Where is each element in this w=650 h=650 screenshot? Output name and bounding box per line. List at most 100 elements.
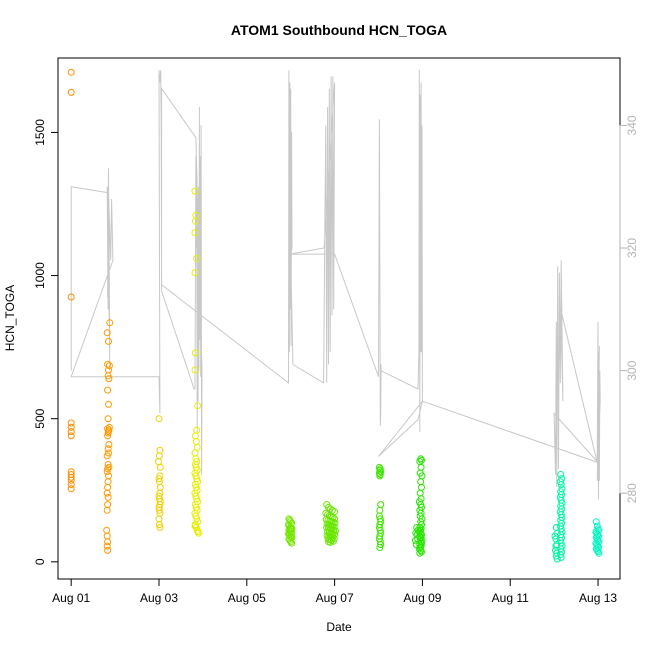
data-point xyxy=(105,463,113,471)
series-aug-04 xyxy=(191,187,202,537)
data-point xyxy=(103,452,111,460)
data-point xyxy=(104,386,112,394)
data-point xyxy=(193,443,201,451)
data-point xyxy=(376,544,384,551)
data-point xyxy=(411,536,419,544)
data-point xyxy=(104,483,112,491)
data-point xyxy=(194,402,202,410)
data-point xyxy=(104,546,112,554)
data-point xyxy=(67,423,75,431)
series-aug-06 xyxy=(285,515,296,547)
data-point xyxy=(67,428,75,436)
data-point xyxy=(376,506,384,514)
data-point xyxy=(156,524,164,531)
data-point xyxy=(67,432,75,440)
right-tick-label: 320 xyxy=(625,238,639,258)
data-point xyxy=(326,538,334,546)
data-point xyxy=(155,515,163,523)
data-point xyxy=(418,483,425,491)
y-axis-label: HCN_TOGA xyxy=(3,285,17,351)
data-point xyxy=(595,549,603,557)
data-point xyxy=(417,478,425,486)
data-point xyxy=(418,548,425,556)
data-point xyxy=(557,481,565,488)
data-point xyxy=(193,254,201,262)
data-point xyxy=(191,187,199,195)
data-point xyxy=(103,468,111,476)
data-point xyxy=(155,475,163,483)
data-point xyxy=(104,445,112,453)
y-tick-label: 1500 xyxy=(33,119,47,146)
x-tick-label: Aug 01 xyxy=(52,591,90,605)
y-axis: 0 500 1000 1500 xyxy=(33,119,59,565)
y-tick-label: 500 xyxy=(33,408,47,428)
x-tick-label: Aug 03 xyxy=(140,591,178,605)
data-point xyxy=(376,472,384,480)
data-point xyxy=(191,229,199,237)
data-point xyxy=(104,478,112,486)
series-aug-09 xyxy=(411,455,426,557)
data-point xyxy=(104,415,112,423)
series-aug-13 xyxy=(592,518,603,557)
data-point xyxy=(103,489,111,497)
right-axis-series xyxy=(70,70,601,500)
data-point xyxy=(191,366,199,374)
series-aug-08 xyxy=(375,463,385,551)
data-point xyxy=(155,415,163,423)
data-point xyxy=(155,452,163,460)
data-point xyxy=(156,483,164,491)
data-point xyxy=(594,548,602,556)
data-point xyxy=(414,526,422,534)
data-point xyxy=(67,68,75,76)
x-tick-label: Aug 07 xyxy=(316,591,354,605)
data-point xyxy=(191,349,199,357)
data-point xyxy=(103,526,111,534)
y-tick-label: 1000 xyxy=(33,262,47,289)
data-point xyxy=(412,541,420,549)
data-point xyxy=(105,337,112,345)
data-point xyxy=(104,465,112,473)
data-point xyxy=(103,542,111,550)
data-point xyxy=(191,217,199,225)
data-point xyxy=(156,446,164,454)
data-point xyxy=(417,463,425,471)
data-point xyxy=(104,493,112,501)
data-point xyxy=(67,88,75,96)
right-tick-label: 340 xyxy=(625,115,639,135)
data-point xyxy=(67,481,75,488)
data-point xyxy=(552,552,560,560)
data-point xyxy=(156,463,164,471)
data-point xyxy=(191,449,199,457)
x-axis: Aug 01 Aug 03 Aug 05 Aug 07 Aug 09 Aug 11 Aug … xyxy=(52,578,617,605)
data-point xyxy=(288,539,296,547)
data-point xyxy=(103,532,111,540)
data-point xyxy=(191,522,199,530)
data-point xyxy=(103,329,111,337)
x-axis-label: Date xyxy=(326,620,352,634)
data-point xyxy=(104,461,112,468)
data-point xyxy=(67,293,75,301)
chart-title: ATOM1 Southbound HCN_TOGA xyxy=(231,22,447,38)
right-tick-label: 280 xyxy=(625,483,639,503)
series-aug-12 xyxy=(551,471,566,563)
data-point xyxy=(104,429,112,437)
data-point xyxy=(192,438,200,446)
right-tick-label: 300 xyxy=(625,360,639,380)
data-point xyxy=(67,473,75,481)
x-tick-label: Aug 11 xyxy=(492,591,529,605)
data-point xyxy=(287,533,295,541)
data-point xyxy=(67,476,75,484)
right-y-axis: 280 300 320 340 xyxy=(619,115,639,503)
y-tick-label: 0 xyxy=(33,558,47,565)
data-point xyxy=(191,269,199,277)
data-point xyxy=(104,501,112,509)
data-point xyxy=(104,432,112,440)
data-point xyxy=(418,456,425,464)
data-point xyxy=(105,472,112,480)
data-point xyxy=(105,362,113,370)
data-point xyxy=(155,506,163,514)
data-point xyxy=(105,400,112,408)
series-aug-02 xyxy=(103,319,114,554)
plot-frame xyxy=(57,57,621,580)
series-aug-01 xyxy=(67,68,75,493)
